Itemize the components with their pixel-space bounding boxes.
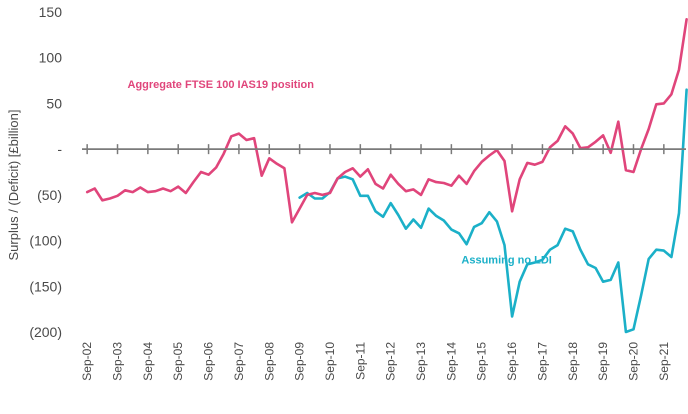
y-tick-label: 150 xyxy=(39,4,63,20)
y-tick-label: (150) xyxy=(29,278,62,294)
x-tick-label: Sep-13 xyxy=(414,342,428,381)
x-tick-label: Sep-18 xyxy=(566,342,580,381)
y-axis-tick-labels: 150 100 50 - (50) (100) (150) (200) xyxy=(29,4,62,340)
zero-axis xyxy=(82,144,686,155)
x-axis-tick-labels: Sep-02 Sep-03 Sep-04 Sep-05 Sep-06 Sep-07 Sep-… xyxy=(80,342,671,381)
x-tick-label: Sep-06 xyxy=(202,342,216,381)
no-ldi-label: Assuming no LDI xyxy=(461,254,551,266)
x-tick-label: Sep-19 xyxy=(596,342,610,381)
y-tick-label: (100) xyxy=(29,233,62,249)
x-tick-label: Sep-09 xyxy=(293,342,307,381)
y-tick-label: 100 xyxy=(39,50,63,66)
series-line-no-ldi xyxy=(298,88,688,334)
aggregate-position-label: Aggregate FTSE 100 IAS19 position xyxy=(128,79,315,91)
x-tick-label: Sep-07 xyxy=(232,342,246,381)
x-tick-label: Sep-08 xyxy=(262,342,276,381)
x-tick-label: Sep-20 xyxy=(627,342,641,381)
series-layer xyxy=(85,18,688,334)
x-tick-label: Sep-05 xyxy=(171,342,185,381)
x-tick-label: Sep-02 xyxy=(80,342,94,381)
x-tick-label: Sep-11 xyxy=(353,342,367,380)
y-axis-title: Surplus / (Deficit) [£billion] xyxy=(6,110,21,261)
y-tick-label: (50) xyxy=(37,187,62,203)
x-tick-label: Sep-15 xyxy=(475,342,489,381)
x-tick-label: Sep-14 xyxy=(444,342,458,381)
x-tick-label: Sep-10 xyxy=(323,342,337,381)
x-tick-label: Sep-16 xyxy=(505,342,519,381)
x-tick-label: Sep-04 xyxy=(141,342,155,381)
x-tick-label: Sep-21 xyxy=(657,342,671,381)
y-tick-label: 50 xyxy=(46,95,62,111)
x-tick-label: Sep-03 xyxy=(111,342,125,381)
series-line-aggregate-position xyxy=(85,18,688,224)
series-annotations: Aggregate FTSE 100 IAS19 position Assumin… xyxy=(128,79,552,267)
y-tick-label: - xyxy=(57,141,62,157)
y-tick-label: (200) xyxy=(29,324,62,340)
x-tick-label: Sep-12 xyxy=(384,342,398,381)
x-tick-label: Sep-17 xyxy=(535,342,549,381)
